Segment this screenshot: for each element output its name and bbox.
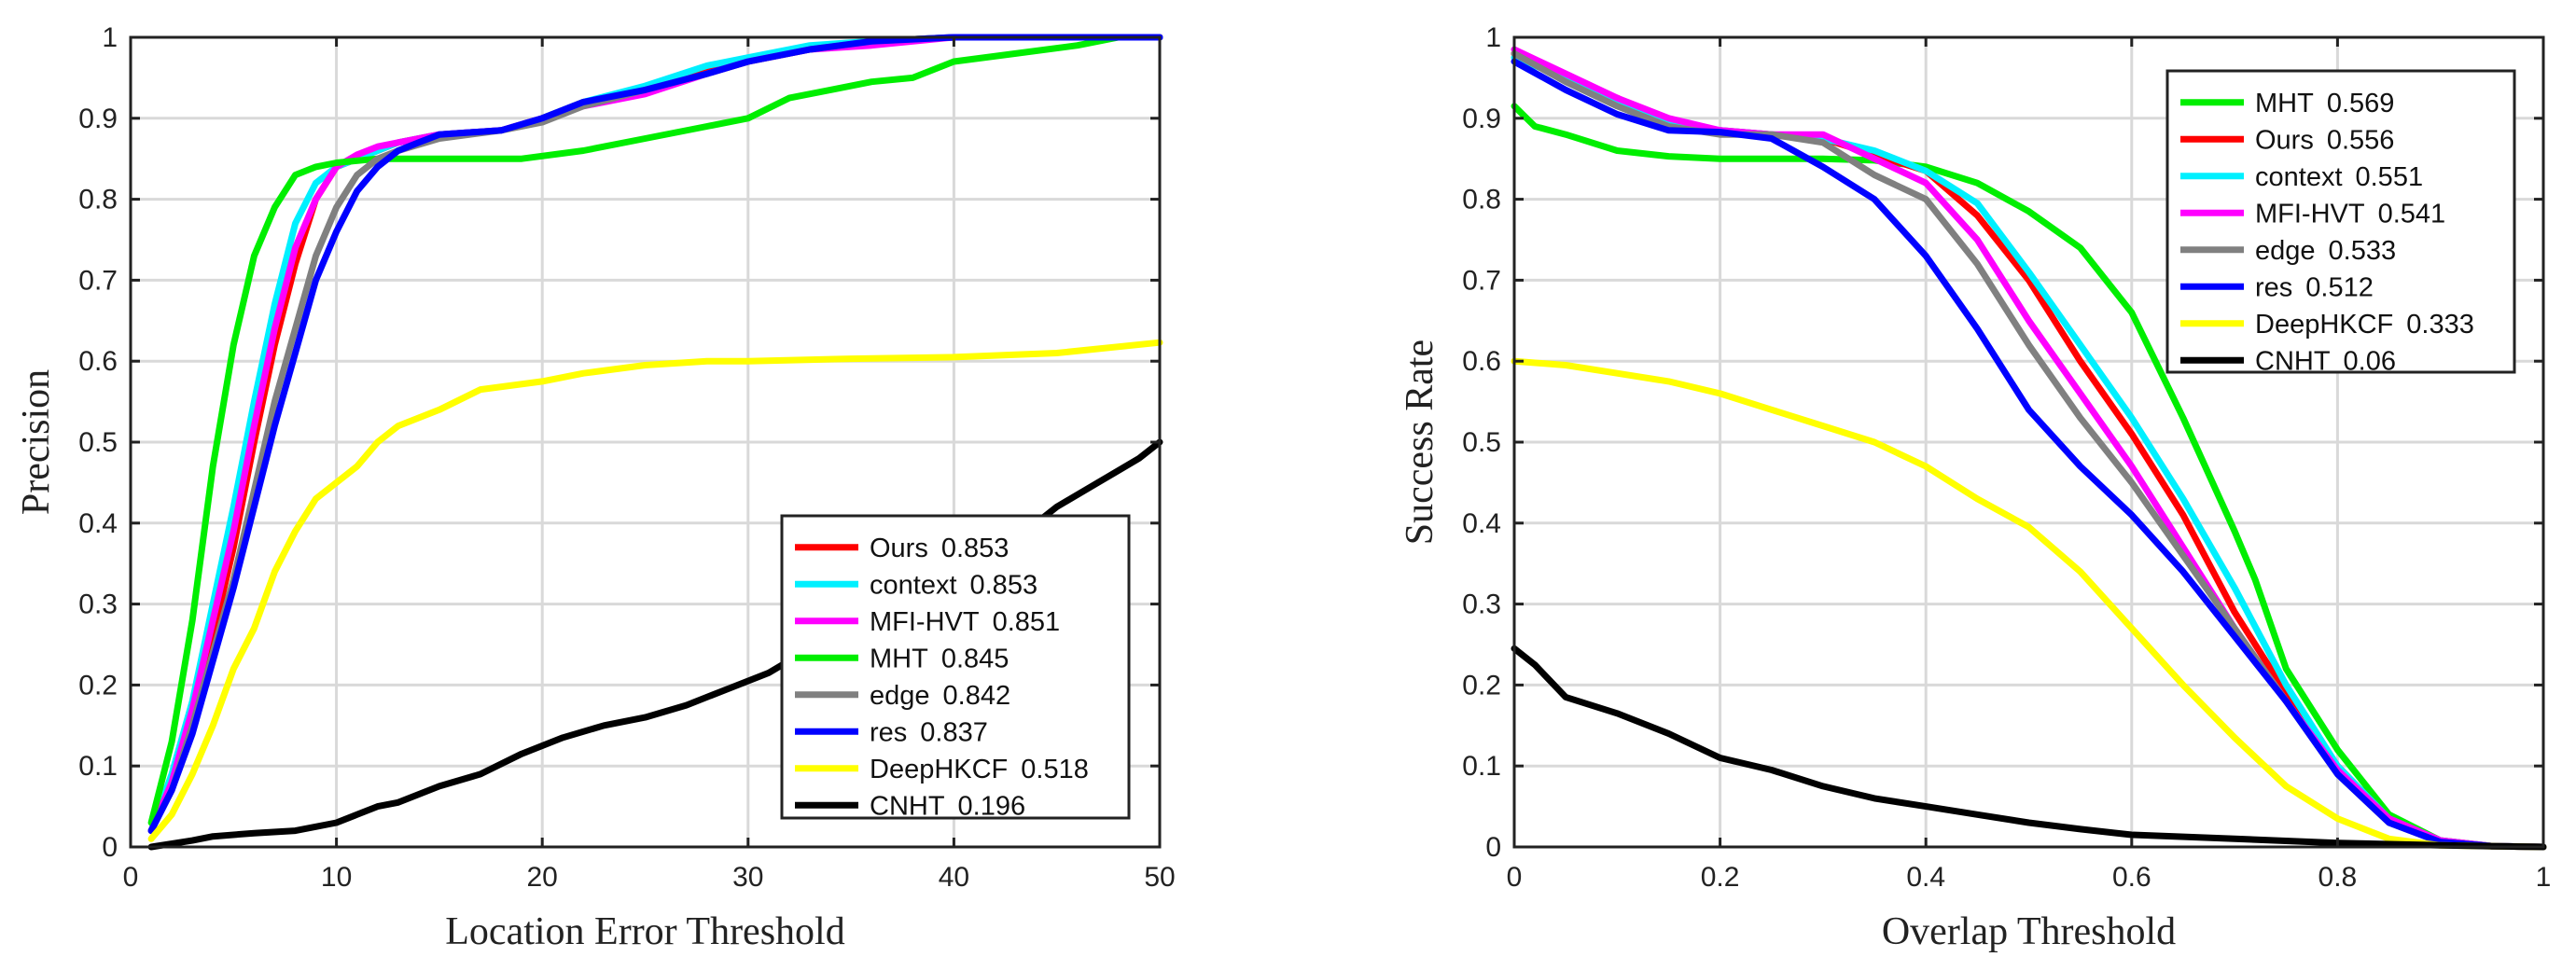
legend-series-score: 0.569 bbox=[2327, 89, 2395, 118]
y-tick-label: 0.6 bbox=[78, 346, 118, 377]
x-tick-label: 30 bbox=[732, 862, 763, 893]
legend-series-score: 0.06 bbox=[2344, 346, 2396, 376]
legend-series-name: res bbox=[870, 717, 907, 747]
series-line-deephkcf bbox=[1511, 357, 2547, 851]
series-line-mht bbox=[1511, 103, 2547, 851]
success-plot: 0 0.2 0.4 0.6 0.8 1 0 0.1 0.2 0.3 0.4 0.5 0.6 0.7 0.8 0… bbox=[1399, 22, 2551, 953]
legend-series-score: 0.541 bbox=[2378, 199, 2446, 229]
legend-entry-label: DeepHKCF 0.518 bbox=[870, 755, 1089, 784]
legend-series-name: DeepHKCF bbox=[2255, 310, 2393, 340]
legend-series-name: context bbox=[2255, 162, 2343, 192]
series-line-res bbox=[1511, 58, 2547, 851]
legend-entry-label: res 0.837 bbox=[870, 717, 988, 747]
legend-series-name: DeepHKCF bbox=[870, 755, 1008, 784]
y-tick-label: 1 bbox=[1485, 22, 1501, 53]
legend-series-name: CNHT bbox=[2255, 346, 2331, 376]
legend-entry-label: CNHT 0.196 bbox=[870, 791, 1025, 821]
x-tick-label: 40 bbox=[939, 862, 969, 893]
legend-series-score: 0.853 bbox=[941, 534, 1010, 563]
legend-entry-label: context 0.551 bbox=[2255, 162, 2423, 192]
series-line-res bbox=[147, 34, 1163, 835]
x-tick-label: 0.8 bbox=[2318, 862, 2358, 893]
y-tick-label: 0 bbox=[1485, 832, 1501, 863]
series-line-mht bbox=[147, 34, 1163, 826]
y-tick-label: 0.2 bbox=[78, 670, 118, 701]
series-line-deephkcf bbox=[147, 339, 1163, 842]
y-tick-label: 0.4 bbox=[1462, 508, 1501, 539]
x-tick-label: 0.2 bbox=[1701, 862, 1740, 893]
legend-series-name: CNHT bbox=[870, 791, 945, 821]
legend-series-score: 0.551 bbox=[2356, 162, 2424, 192]
legend-series-score: 0.533 bbox=[2329, 236, 2397, 266]
legend-series-score: 0.842 bbox=[943, 681, 1011, 711]
y-axis-label: Success Rate bbox=[1399, 340, 1441, 545]
x-tick-label: 0 bbox=[1507, 862, 1523, 893]
y-tick-label: 0.9 bbox=[1462, 104, 1501, 134]
legend: Ours 0.853 context 0.853 MFI-HVT 0.851 MHT 0.84… bbox=[780, 514, 1131, 821]
legend-series-name: Ours bbox=[2255, 125, 2314, 155]
y-tick-label: 0.5 bbox=[1462, 427, 1501, 458]
legend-series-name: res bbox=[2255, 272, 2292, 302]
legend-series-score: 0.196 bbox=[958, 791, 1026, 821]
legend-series-name: MFI-HVT bbox=[2255, 199, 2365, 229]
x-axis-label: Overlap Threshold bbox=[1882, 910, 2176, 953]
y-tick-label: 0.8 bbox=[1462, 185, 1501, 215]
x-axis-label: Location Error Threshold bbox=[445, 910, 844, 953]
legend-series-score: 0.853 bbox=[970, 570, 1038, 600]
y-tick-label: 0.4 bbox=[78, 508, 118, 539]
legend-entry-label: Ours 0.556 bbox=[2255, 125, 2394, 155]
legend-entry-label: MFI-HVT 0.541 bbox=[2255, 199, 2445, 229]
legend-entry-label: res 0.512 bbox=[2255, 272, 2374, 302]
legend-series-score: 0.333 bbox=[2406, 310, 2474, 340]
legend-series-name: Ours bbox=[870, 534, 928, 563]
x-tick-label: 10 bbox=[321, 862, 352, 893]
legend-entry-label: DeepHKCF 0.333 bbox=[2255, 310, 2474, 340]
legend-series-name: MHT bbox=[2255, 89, 2314, 118]
legend-entry-label: MHT 0.569 bbox=[2255, 89, 2394, 118]
legend-series-name: edge bbox=[870, 681, 930, 711]
y-tick-label: 0.2 bbox=[1462, 670, 1501, 701]
x-tick-label: 20 bbox=[527, 862, 558, 893]
legend-series-score: 0.851 bbox=[993, 607, 1061, 637]
y-tick-label: 0.5 bbox=[78, 427, 118, 458]
y-tick-label: 0.1 bbox=[1462, 751, 1501, 782]
legend-entry-label: edge 0.533 bbox=[2255, 236, 2396, 266]
x-tick-label: 0.6 bbox=[2112, 862, 2151, 893]
legend-series-score: 0.845 bbox=[941, 644, 1010, 673]
y-tick-label: 0.3 bbox=[1462, 590, 1501, 620]
y-axis-label: Precision bbox=[15, 369, 58, 515]
y-tick-label: 0.1 bbox=[78, 751, 118, 782]
legend-entry-label: edge 0.842 bbox=[870, 681, 1010, 711]
x-tick-label: 0 bbox=[123, 862, 139, 893]
legend-series-name: context bbox=[870, 570, 957, 600]
legend-series-name: MFI-HVT bbox=[870, 607, 980, 637]
y-tick-label: 0 bbox=[102, 832, 118, 863]
legend-series-score: 0.556 bbox=[2327, 125, 2395, 155]
legend-entry-label: context 0.853 bbox=[870, 570, 1037, 600]
y-tick-label: 1 bbox=[102, 22, 118, 53]
series-line-cnht bbox=[1511, 645, 2547, 851]
y-tick-label: 0.6 bbox=[1462, 346, 1501, 377]
legend-entry-label: MFI-HVT 0.851 bbox=[870, 607, 1060, 637]
legend-entry-label: MHT 0.845 bbox=[870, 644, 1009, 673]
legend-series-name: edge bbox=[2255, 236, 2316, 266]
legend-series-name: MHT bbox=[870, 644, 928, 673]
legend-series-score: 0.518 bbox=[1021, 755, 1089, 784]
legend-entry-label: Ours 0.853 bbox=[870, 534, 1009, 563]
legend: MHT 0.569 Ours 0.556 context 0.551 MFI-HVT 0.54… bbox=[2165, 69, 2516, 376]
x-tick-label: 50 bbox=[1144, 862, 1175, 893]
legend-series-score: 0.512 bbox=[2305, 272, 2374, 302]
x-tick-label: 0.4 bbox=[1906, 862, 1945, 893]
legend-series-score: 0.837 bbox=[920, 717, 988, 747]
x-tick-label: 1 bbox=[2536, 862, 2552, 893]
legend-entry-label: CNHT 0.06 bbox=[2255, 346, 2396, 376]
precision-plot: 0 10 20 30 40 50 0 0.1 0.2 0.3 0.4 0.5 0.6 0.7 0.8 0.9 1… bbox=[15, 22, 1176, 953]
y-tick-label: 0.7 bbox=[1462, 265, 1501, 296]
y-tick-label: 0.9 bbox=[78, 104, 118, 134]
y-tick-label: 0.7 bbox=[78, 265, 118, 296]
y-tick-label: 0.3 bbox=[78, 590, 118, 620]
y-tick-label: 0.8 bbox=[78, 185, 118, 215]
